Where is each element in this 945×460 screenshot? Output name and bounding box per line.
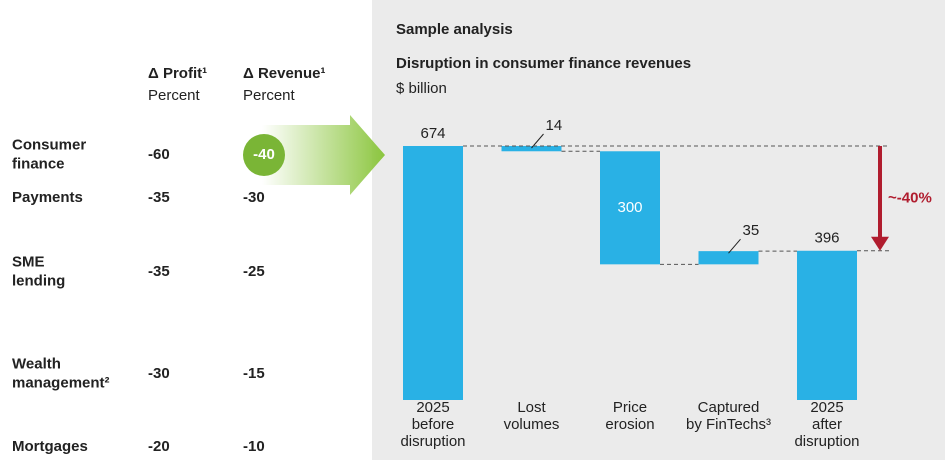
row-label: finance <box>12 155 65 172</box>
tag: Sample analysis <box>396 21 513 38</box>
x-tick-label: Lost <box>517 399 546 416</box>
column-header: Δ Revenue¹ <box>243 65 325 82</box>
value-label: 396 <box>814 230 839 247</box>
chart-title: Disruption in consumer finance revenues <box>396 55 691 72</box>
cell-value: -10 <box>243 438 265 455</box>
cell-value: -30 <box>148 365 170 382</box>
cell-value: -60 <box>148 146 170 163</box>
highlight-arrow <box>262 115 385 195</box>
x-tick-label: 2025 <box>416 399 449 416</box>
row-label: SME <box>12 253 45 270</box>
cell-value: -30 <box>243 189 265 206</box>
value-label: 14 <box>546 117 563 134</box>
x-tick-label: after <box>812 416 842 433</box>
x-tick-label: 2025 <box>810 399 843 416</box>
bar <box>797 250 857 400</box>
chart-subtitle: $ billion <box>396 80 447 97</box>
x-tick-label: disruption <box>794 433 859 450</box>
row-label: lending <box>12 272 65 289</box>
cell-value: -25 <box>243 263 265 280</box>
change-arrowhead <box>871 236 889 251</box>
cell-value: -15 <box>243 365 265 382</box>
x-tick-label: by FinTechs³ <box>686 416 771 433</box>
bar <box>501 146 562 152</box>
annotation: ~-40% <box>888 189 932 206</box>
value-label: 300 <box>617 199 642 216</box>
column-unit: Percent <box>243 87 296 104</box>
row-label: management² <box>12 374 110 391</box>
cell-value: -20 <box>148 438 170 455</box>
cell-value: -35 <box>148 263 170 280</box>
row-label: Mortgages <box>12 438 88 455</box>
row-label: Wealth <box>12 355 61 372</box>
row-label: Consumer <box>12 136 86 153</box>
cell-value: -40 <box>253 146 275 163</box>
label-leader <box>728 238 741 254</box>
row-label: Payments <box>12 189 83 206</box>
x-tick-label: before <box>412 416 455 433</box>
x-tick-label: erosion <box>605 416 654 433</box>
x-tick-label: volumes <box>504 416 560 433</box>
value-label: 674 <box>420 125 445 142</box>
bar <box>600 151 660 265</box>
x-tick-label: Captured <box>698 399 760 416</box>
highlight-circle <box>243 134 285 176</box>
bar <box>403 146 463 400</box>
x-tick-label: disruption <box>400 433 465 450</box>
value-label: 35 <box>743 222 760 239</box>
x-tick-label: Price <box>613 399 647 416</box>
bar <box>698 251 759 265</box>
column-unit: Percent <box>148 87 201 104</box>
column-header: Δ Profit¹ <box>148 65 207 82</box>
cell-value: -35 <box>148 189 170 206</box>
